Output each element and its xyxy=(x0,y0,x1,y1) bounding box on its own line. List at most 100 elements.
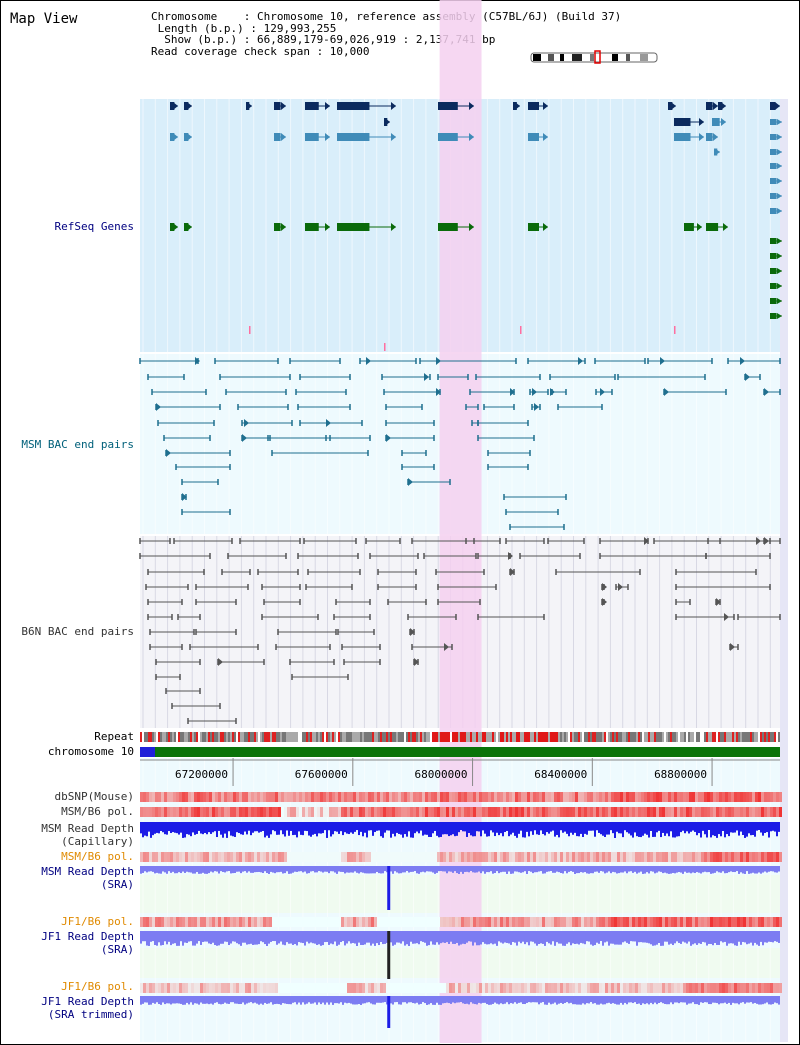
msm-pol-bin xyxy=(212,807,215,817)
refseq-gene-exon xyxy=(684,223,694,231)
jf1-trim-depth-bar xyxy=(550,996,552,1005)
axis-tick-label: 68800000 xyxy=(654,768,707,781)
msm-pol-bin xyxy=(608,807,611,817)
jf1-sra-depth-bar xyxy=(494,931,496,944)
msm-pol-bin xyxy=(272,807,275,817)
jf1-sra-depth-bar xyxy=(424,931,426,943)
jf1-sra-depth-bar xyxy=(720,931,722,942)
jf1-pol-bin xyxy=(158,917,161,927)
msm-pol2-bin xyxy=(215,852,218,862)
msm-cap-depth-bar xyxy=(234,822,236,837)
jf1-pol-bin xyxy=(353,917,356,927)
jf1-pol2-bin xyxy=(764,983,767,993)
msm-sra-depth-bar xyxy=(312,866,314,872)
repeat-mark xyxy=(562,732,564,742)
jf1-trim-depth-bar xyxy=(398,996,400,1005)
jf1-sra-depth-bar xyxy=(664,931,666,942)
jf1-sra-depth-bar xyxy=(484,931,486,944)
jf1-pol-bin xyxy=(488,917,491,927)
msm-sra-depth-bar xyxy=(568,866,570,872)
jf1-trim-depth-bar xyxy=(662,996,664,1004)
jf1-pol-bin xyxy=(476,917,479,927)
dbsnp-bin xyxy=(212,792,215,802)
dbsnp-bin xyxy=(446,792,449,802)
msm-pol-bin xyxy=(158,807,161,817)
msm-pol-bin xyxy=(632,807,635,817)
msm-pol2-bin xyxy=(266,852,269,862)
jf1-pol2-bin xyxy=(767,983,770,993)
jf1-trim-depth-bar xyxy=(390,996,392,1004)
msm-cap-depth-bar xyxy=(654,822,656,837)
msm-pol-bin xyxy=(473,807,476,817)
jf1-sra-depth-bar xyxy=(420,931,422,942)
jf1-pol2-bin xyxy=(206,983,209,993)
dbsnp-bin xyxy=(233,792,236,802)
msm-sra-depth-bar xyxy=(156,866,158,873)
msm-sra-depth-bar xyxy=(270,866,272,872)
dbsnp-bin xyxy=(650,792,653,802)
b6n-bac-pair-arrow xyxy=(444,643,449,651)
jf1-pol2-bin xyxy=(776,983,779,993)
repeat-mark xyxy=(720,732,722,742)
msm-sra-depth-bar xyxy=(304,866,306,872)
jf1-pol2-bin xyxy=(530,983,533,993)
jf1-sra-depth-bar xyxy=(468,931,470,942)
jf1-pol-bin xyxy=(722,917,725,927)
refseq-gene-arrow xyxy=(777,119,782,125)
jf1-sra-depth-bar xyxy=(558,931,560,944)
msm-cap-depth-bar xyxy=(388,822,390,831)
msm-sra-depth-bar xyxy=(550,866,552,872)
msm-cap-depth-bar xyxy=(230,822,232,836)
jf1-pol2-bin xyxy=(350,983,353,993)
dbsnp-bin xyxy=(722,792,725,802)
jf1-sra-depth-bar xyxy=(722,931,724,943)
msm-sra-depth-bar xyxy=(412,866,414,872)
msm-sra-depth-bar xyxy=(570,866,572,872)
msm-sra-depth-bar xyxy=(264,866,266,872)
msm-pol2-bin xyxy=(155,852,158,862)
msm-sra-depth-bar xyxy=(334,866,336,873)
jf1-trim-depth-bar xyxy=(570,996,572,1003)
chromosome-ideogram[interactable] xyxy=(530,50,658,64)
msm-pol2-bin xyxy=(686,852,689,862)
jf1-trim-depth-bar xyxy=(742,996,744,1003)
jf1-trim-depth-bar xyxy=(682,996,684,1003)
msm-cap-depth-bar xyxy=(676,822,678,837)
refseq-gene-arrow xyxy=(777,208,782,214)
jf1-pol2-bin xyxy=(296,983,299,993)
msm-sra-depth-bar xyxy=(258,866,260,872)
jf1-sra-depth-bar xyxy=(530,931,532,942)
msm-cap-depth-bar xyxy=(516,822,518,838)
dbsnp-bin xyxy=(632,792,635,802)
jf1-sra-depth-bar xyxy=(314,931,316,944)
jf1-trim-depth-bar xyxy=(486,996,488,1005)
msm-cap-depth-bar xyxy=(324,822,326,831)
msm-cap-depth-bar xyxy=(600,822,602,835)
msm-cap-depth-bar xyxy=(452,822,454,835)
dbsnp-bin xyxy=(701,792,704,802)
msm-pol-bin xyxy=(164,807,167,817)
jf1-pol2-bin xyxy=(299,983,302,993)
repeat-mark xyxy=(154,732,156,742)
msm-pol2-bin xyxy=(236,852,239,862)
jf1-sra-depth-bar xyxy=(422,931,424,942)
repeat-mark xyxy=(544,732,546,742)
msm-sra-depth-bar xyxy=(192,866,194,874)
repeat-mark xyxy=(670,732,672,742)
label-jf1-b6-pol: JF1/B6 pol. xyxy=(61,915,134,928)
label-msm-bac[interactable]: MSM BAC end pairs xyxy=(21,438,134,451)
repeat-mark xyxy=(622,732,624,742)
msm-sra-depth-bar xyxy=(456,866,458,874)
jf1-pol-bin xyxy=(587,917,590,927)
jf1-sra-depth-bar xyxy=(152,931,154,942)
jf1-trim-depth-bar xyxy=(240,996,242,1004)
label-refseq-genes[interactable]: RefSeq Genes xyxy=(54,220,134,233)
jf1-sra-depth-bar xyxy=(704,931,706,943)
b6n-bac-pair-arrow xyxy=(602,598,607,606)
label-b6n-bac[interactable]: B6N BAC end pairs xyxy=(21,625,134,638)
msm-cap-depth-bar xyxy=(170,822,172,834)
msm-pol2-bin xyxy=(746,852,749,862)
jf1-trim-depth-bar xyxy=(226,996,228,1004)
jf1-sra-depth-bar xyxy=(520,931,522,944)
msm-pol2-bin xyxy=(446,852,449,862)
